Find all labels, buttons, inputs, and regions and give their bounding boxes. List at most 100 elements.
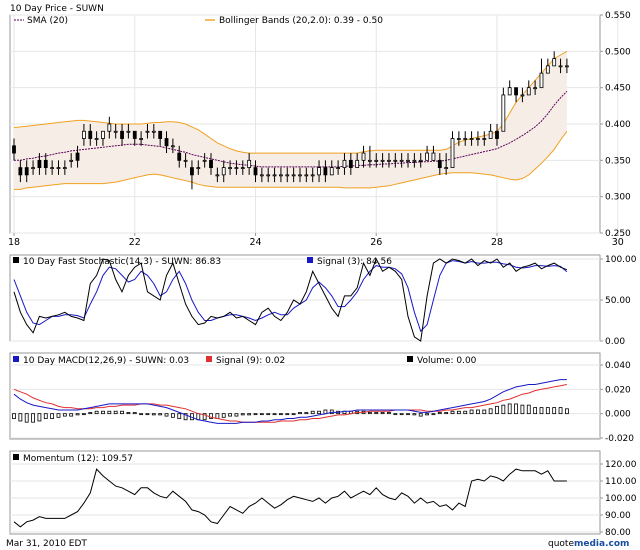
candle-body [132, 130, 137, 139]
y-tick-label: 100.00 [605, 255, 637, 265]
candle [113, 124, 118, 139]
candle [444, 153, 449, 175]
volume-bar [259, 413, 264, 416]
candle [348, 153, 353, 175]
candle-body [228, 167, 232, 170]
candle-body [145, 130, 150, 133]
candle-body [476, 138, 480, 140]
candle-body [31, 167, 35, 170]
volume-bar [387, 412, 391, 415]
volume-bar [501, 404, 506, 415]
momentum-plot-frame [9, 450, 601, 535]
volume-bar [151, 413, 156, 416]
candle [367, 145, 372, 168]
candle-body [190, 167, 194, 176]
y-tick-label: 0.400 [605, 120, 631, 130]
candle [272, 167, 277, 183]
candle [304, 167, 309, 183]
candle [310, 167, 315, 183]
macd-legend-label: 10 Day MACD(12,26,9) - SUWN: 0.03 [23, 356, 189, 366]
macd-y-axis: -0.020 0.000 0.020 0.040 [600, 361, 634, 444]
candle-body [209, 159, 213, 168]
candle-body [12, 145, 16, 154]
volume-bar [304, 412, 309, 415]
volume-legend-swatch [407, 356, 413, 362]
volume-bar [43, 413, 48, 419]
candle [431, 145, 436, 161]
volume-bar [107, 410, 112, 415]
volume-bar [520, 404, 525, 415]
volume-bar [139, 413, 144, 416]
candle [539, 58, 544, 89]
volume-bar [285, 413, 290, 416]
sma-legend-label: SMA (20) [27, 16, 68, 26]
candle [37, 153, 42, 175]
candle [533, 80, 538, 95]
candle-body [533, 87, 538, 90]
candle-body [520, 94, 525, 97]
candle-body [120, 130, 124, 139]
candle [463, 131, 468, 146]
candle-body [514, 87, 518, 96]
candle-body [399, 159, 404, 162]
volume-bar [12, 413, 16, 419]
candle-body [247, 159, 252, 168]
candle-body [558, 65, 563, 68]
candle-body [501, 94, 506, 132]
candle [488, 124, 493, 139]
candle-body [317, 167, 321, 176]
candle [342, 153, 347, 175]
volume-bar [545, 407, 550, 415]
candle [62, 160, 67, 175]
candle-body [552, 58, 557, 67]
volume-bar [272, 413, 277, 416]
volume-bar [37, 413, 42, 422]
volume-bar [24, 413, 29, 423]
candle [329, 160, 334, 176]
candle [18, 160, 23, 183]
candle [82, 124, 86, 146]
volume-bar [113, 410, 118, 415]
volume-legend-label: Volume: 0.00 [417, 356, 477, 366]
volume-bar [291, 413, 296, 416]
volume-bar [132, 412, 137, 415]
candle [253, 160, 258, 183]
macd-legend-swatch [13, 356, 19, 362]
candle [399, 153, 404, 168]
candle [501, 87, 506, 132]
candle [234, 160, 239, 175]
volume-bar [482, 409, 487, 415]
candle [190, 160, 194, 190]
volume-bar [539, 407, 544, 415]
candle-body [387, 159, 391, 162]
candle-body [126, 130, 131, 133]
y-tick-label: -0.020 [605, 434, 634, 444]
candle-body [355, 159, 360, 168]
y-tick-label: 80.00 [605, 528, 631, 538]
volume-bar [164, 413, 169, 417]
candle [526, 80, 531, 96]
volume-bar [75, 413, 80, 416]
macd-signal-legend-swatch [206, 356, 212, 362]
candle [43, 153, 48, 175]
candle-body [113, 130, 118, 133]
stochastic-fast-line [13, 257, 568, 342]
sma-line [14, 90, 568, 168]
volume-bar [82, 413, 86, 416]
volume-bar [514, 403, 518, 415]
candle-body [380, 159, 385, 162]
candle-body [406, 159, 410, 162]
y-tick-label: 0.300 [605, 193, 631, 203]
candle [380, 153, 385, 168]
macd-signal-line [13, 384, 567, 423]
stochastic-plot-frame [9, 254, 601, 342]
candle-body [482, 138, 487, 140]
volume-bar [228, 413, 232, 417]
y-tick-label: 0.000 [605, 410, 631, 420]
candle [450, 131, 455, 169]
candle-body [279, 174, 283, 177]
volume-bar [380, 412, 385, 415]
candle-body [526, 87, 531, 96]
candle [285, 167, 290, 183]
